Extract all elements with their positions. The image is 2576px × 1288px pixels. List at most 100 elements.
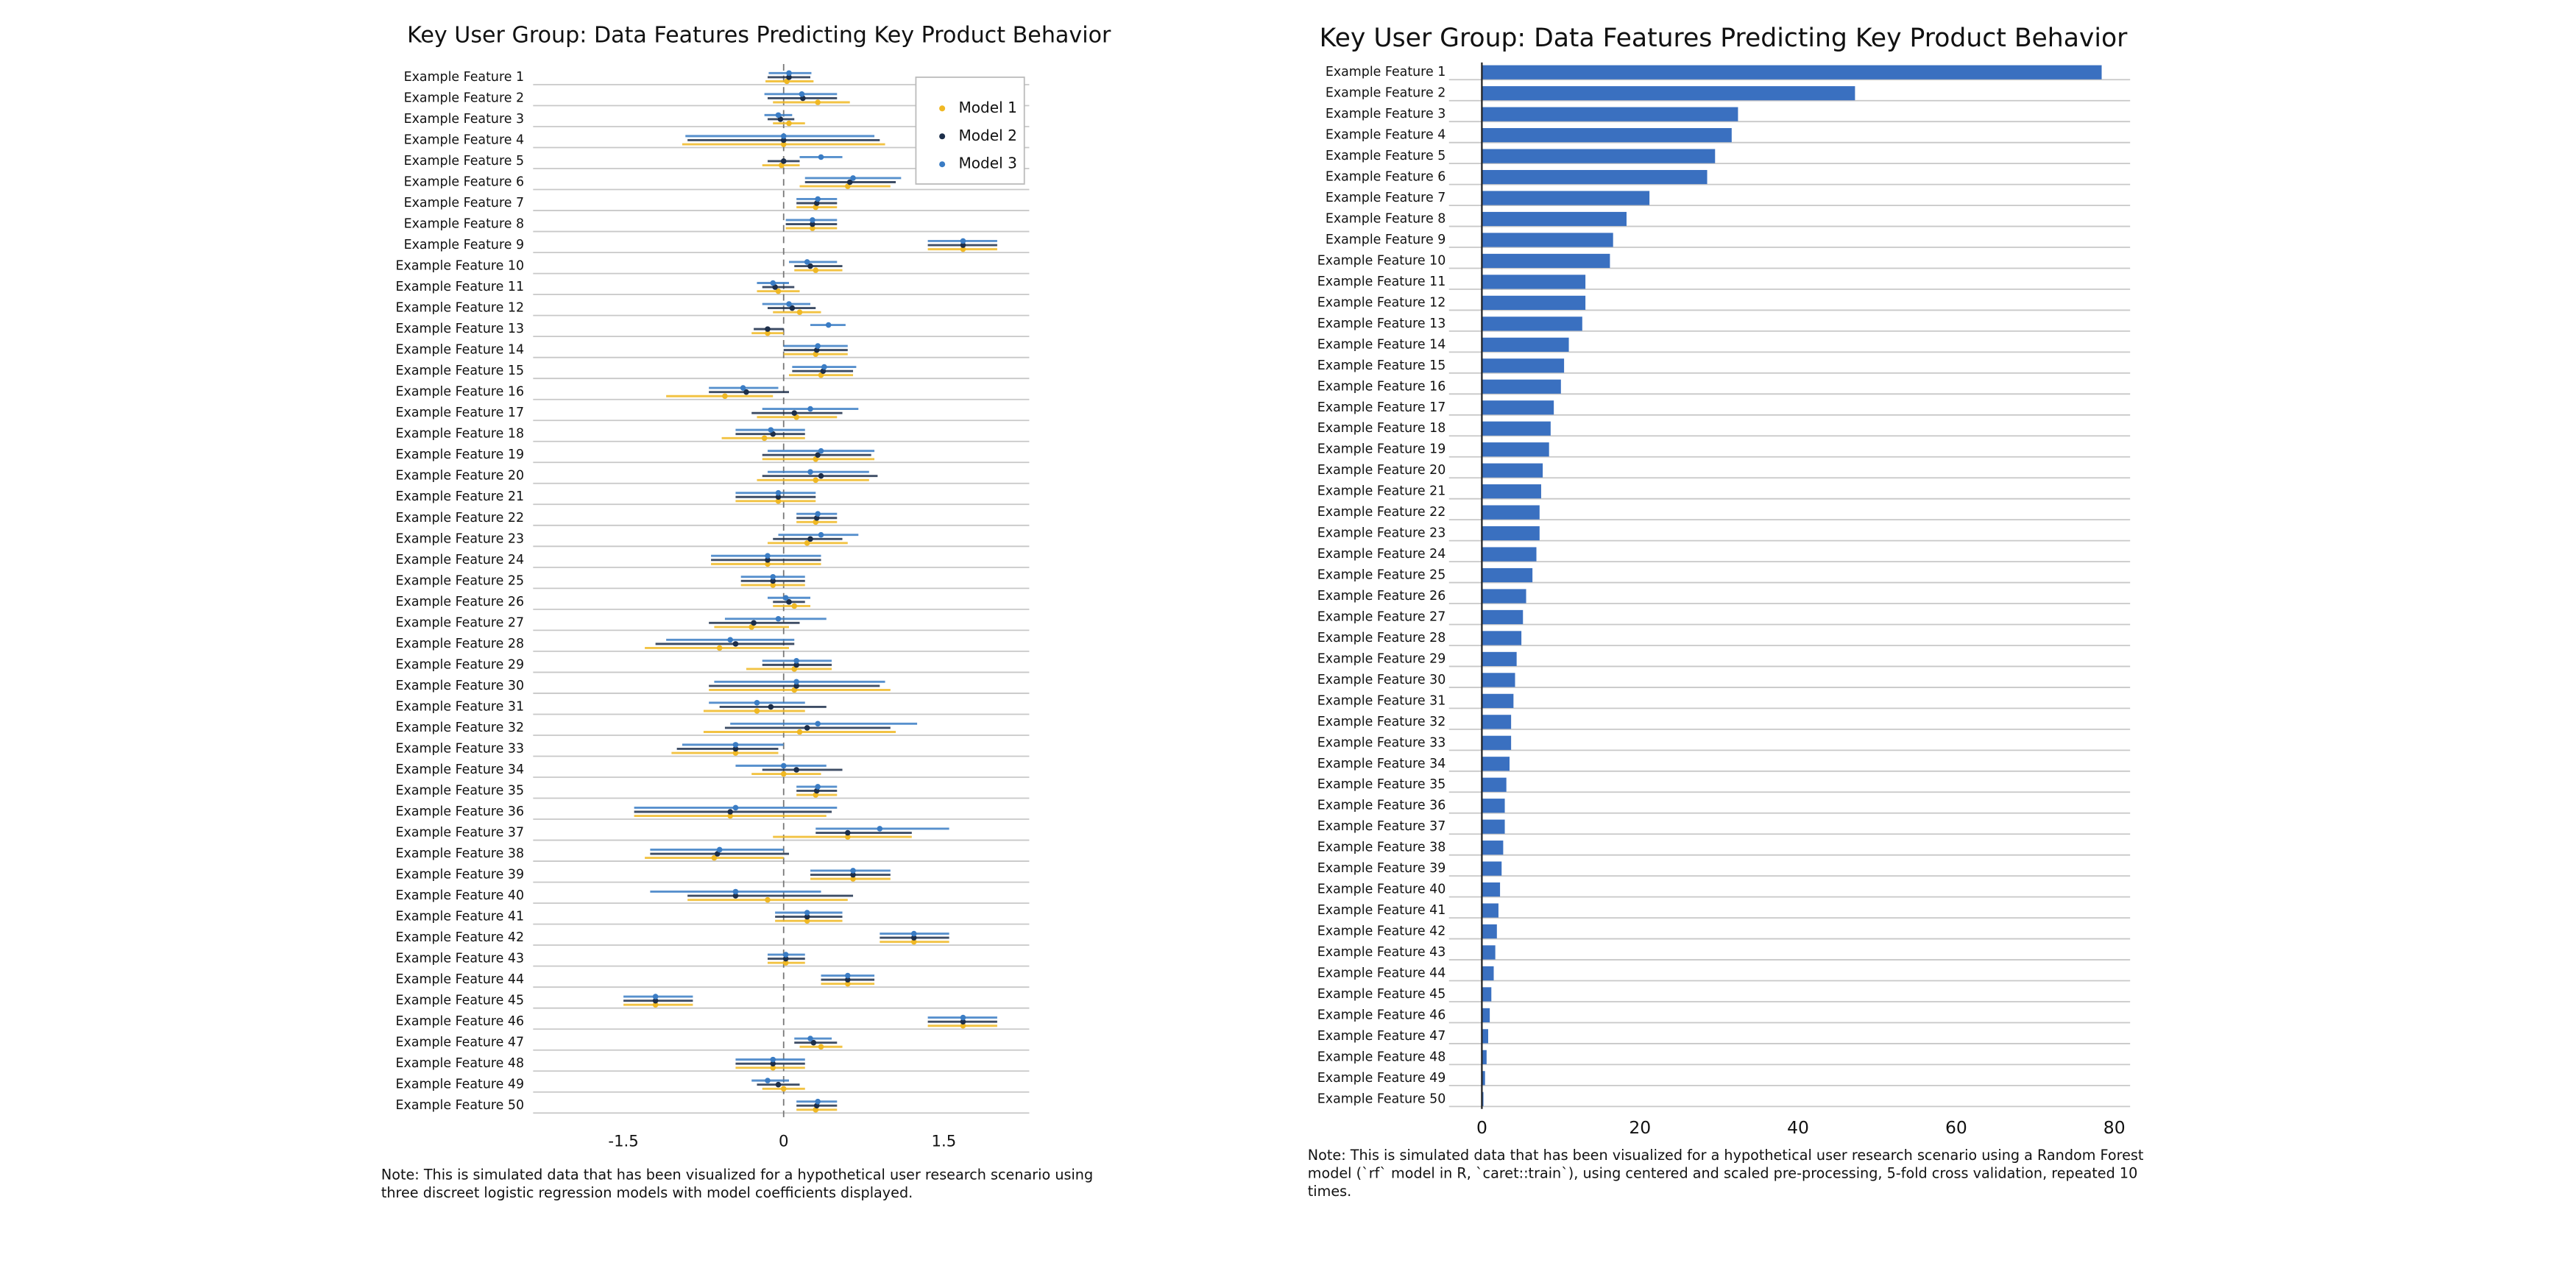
coefficient-point	[775, 1081, 782, 1088]
coefficient-point	[732, 804, 739, 811]
legend-box	[915, 77, 1025, 185]
coefficient-point	[786, 301, 792, 307]
y-tick-label: Example Feature 18	[396, 427, 525, 442]
coefficient-point	[910, 930, 917, 937]
coefficient-point	[780, 1086, 787, 1092]
coefficient-point	[789, 305, 796, 311]
y-tick-label: Example Feature 12	[1317, 295, 1446, 310]
coefficient-point	[777, 116, 784, 122]
note: Note: This is simulated data that has be…	[381, 1168, 1094, 1203]
bar	[1482, 987, 1492, 1002]
coefficient-point	[804, 913, 810, 920]
y-tick-label: Example Feature 19	[396, 447, 525, 462]
coefficient-point	[780, 771, 787, 777]
coefficient-point	[652, 997, 659, 1004]
bar	[1482, 1008, 1490, 1023]
coefficient-point	[910, 935, 917, 941]
coefficient-point	[749, 624, 754, 630]
coefficient-point	[775, 489, 782, 496]
bar	[1482, 1050, 1487, 1064]
coefficient-point	[804, 910, 810, 916]
y-tick-label: Example Feature 35	[396, 783, 525, 798]
x-tick-label: 0	[1476, 1117, 1487, 1138]
coefficient-point	[775, 498, 782, 504]
y-tick-label: Example Feature 9	[1326, 233, 1446, 247]
coefficient-point	[765, 896, 771, 903]
y-tick-label: Example Feature 39	[396, 868, 525, 882]
coefficient-point	[786, 599, 792, 605]
y-tick-label: Example Feature 14	[1317, 337, 1446, 352]
bar	[1482, 211, 1627, 227]
coefficient-point	[804, 259, 810, 265]
y-tick-label: Example Feature 42	[1317, 924, 1446, 939]
y-tick-label: Example Feature 16	[1317, 379, 1446, 394]
y-tick-label: Example Feature 36	[1317, 799, 1446, 813]
coefficient-point	[782, 595, 789, 601]
coefficient-point	[765, 557, 771, 563]
coefficient-point	[796, 729, 803, 735]
bar	[1482, 903, 1498, 918]
bar	[1482, 463, 1543, 478]
y-tick-label: Example Feature 37	[396, 826, 525, 841]
coefficient-point	[815, 196, 821, 202]
y-tick-label: Example Feature 27	[396, 615, 525, 630]
coefficient-point	[732, 641, 739, 647]
y-tick-label: Example Feature 4	[404, 132, 524, 147]
coefficient-point	[807, 1036, 813, 1041]
y-tick-label: Example Feature 26	[1317, 589, 1446, 604]
coefficient-point	[960, 242, 966, 248]
y-tick-label: Example Feature 32	[396, 721, 525, 735]
coefficient-point	[813, 267, 819, 273]
coefficient-point	[960, 238, 966, 244]
coefficient-point	[740, 385, 746, 391]
y-tick-label: Example Feature 33	[396, 741, 525, 756]
bar	[1482, 191, 1650, 205]
bar	[1482, 442, 1549, 457]
coefficient-point	[782, 952, 789, 958]
y-tick-label: Example Feature 12	[396, 301, 525, 316]
coefficient-point	[770, 582, 776, 588]
coefficient-point	[807, 536, 813, 542]
y-tick-label: Example Feature 43	[1317, 945, 1446, 960]
coefficient-point	[793, 767, 799, 773]
coefficient-point	[850, 876, 856, 882]
y-tick-label: Example Feature 34	[396, 762, 525, 777]
coefficient-point	[818, 1044, 824, 1050]
bar	[1482, 379, 1561, 394]
y-tick-label: Example Feature 49	[396, 1078, 525, 1092]
coefficient-point	[780, 133, 787, 139]
chart-title: Key User Group: Data Features Predicting…	[407, 23, 1111, 49]
y-tick-label: Example Feature 6	[404, 174, 524, 189]
bar	[1482, 589, 1526, 604]
coefficient-point	[844, 980, 851, 987]
y-tick-label: Example Feature 15	[1317, 358, 1446, 373]
bar	[1482, 253, 1610, 269]
note-text: Note: This is simulated data that has be…	[1307, 1148, 2144, 1202]
bar	[1482, 400, 1554, 415]
y-tick-label: Example Feature 34	[1317, 757, 1446, 771]
coefficient-point	[960, 1014, 966, 1021]
coefficient-point	[775, 615, 782, 622]
note-text: Note: This is simulated data that has be…	[381, 1168, 1094, 1203]
y-tick-label: Example Feature 25	[396, 573, 525, 588]
coefficient-point	[775, 288, 782, 294]
coefficient-point	[780, 762, 787, 769]
y-tick-label: Example Feature 3	[1326, 107, 1446, 121]
y-tick-label: Example Feature 9	[404, 238, 524, 252]
y-tick-label: Example Feature 10	[396, 259, 525, 274]
y-tick-label: Example Feature 39	[1317, 861, 1446, 876]
y-tick-label: Example Feature 16	[396, 385, 525, 400]
y-tick-label: Example Feature 23	[396, 531, 525, 546]
coefficient-point	[770, 280, 776, 286]
y-tick-label: Example Feature 15	[396, 364, 525, 378]
y-tick-label: Example Feature 43	[396, 952, 525, 966]
bar	[1482, 715, 1512, 729]
y-tick-label: Example Feature 13	[396, 322, 525, 336]
x-tick-label: 0	[779, 1131, 788, 1150]
y-tick-label: Example Feature 18	[1317, 421, 1446, 436]
bar	[1482, 421, 1551, 436]
coefficient-point	[751, 620, 757, 626]
legend-marker	[939, 105, 946, 112]
coefficient-point	[768, 427, 774, 433]
